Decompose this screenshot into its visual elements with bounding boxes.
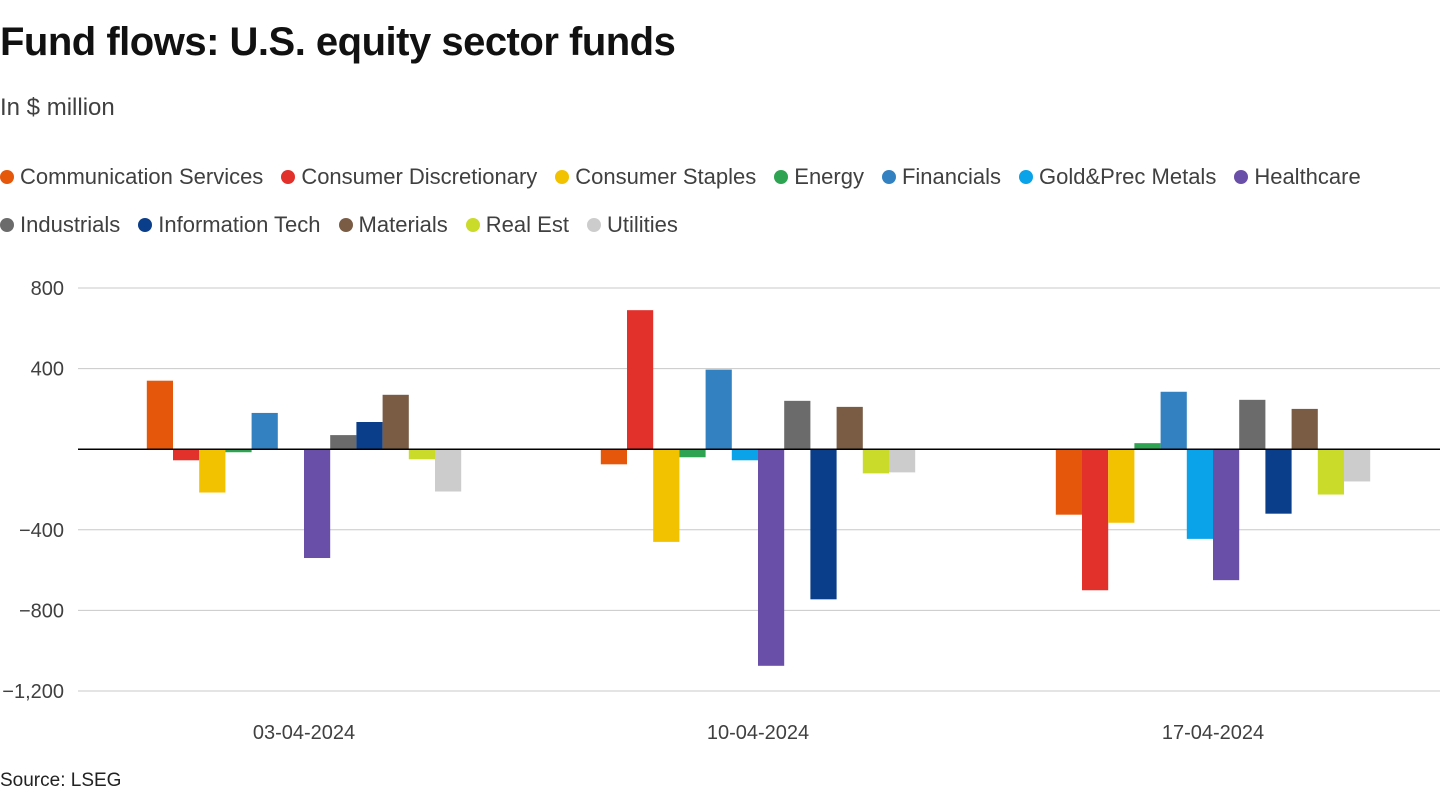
legend-item: Consumer Staples <box>555 163 756 191</box>
bar-real-est <box>1317 449 1344 495</box>
bar-healthcare <box>1213 449 1240 581</box>
legend-label: Healthcare <box>1254 164 1361 189</box>
chart-source: Source: LSEG <box>0 770 122 791</box>
legend-item: Utilities <box>586 211 678 239</box>
legend-item: Gold&Prec Metals <box>1019 163 1216 191</box>
bar-gold-prec-metals <box>1186 449 1213 539</box>
bar-industrials <box>784 400 811 450</box>
legend-swatch <box>338 218 353 232</box>
y-tick-label: 800 <box>31 278 64 300</box>
chart-subtitle: In $ million <box>0 94 115 121</box>
legend-label: Consumer Staples <box>575 164 757 189</box>
legend-label: Utilities <box>606 212 678 237</box>
bar-real-est <box>408 449 435 460</box>
legend-label: Materials <box>358 212 448 237</box>
legend-item: Real Est <box>465 211 569 239</box>
legend-swatch <box>555 170 570 184</box>
bar-gold-prec-metals <box>731 449 758 461</box>
legend-label: Communication Services <box>20 164 264 189</box>
bar-energy <box>225 449 252 453</box>
legend-swatch <box>281 170 296 184</box>
legend-swatch <box>0 218 14 232</box>
bar-information-tech <box>1265 449 1292 514</box>
chart-title: Fund flows: U.S. equity sector funds <box>0 20 676 64</box>
bar-energy <box>1134 443 1161 450</box>
legend-swatch <box>586 218 601 232</box>
y-tick-label: −400 <box>19 520 64 542</box>
bar-utilities <box>889 449 916 473</box>
legend-item: Consumer Discretionary <box>281 163 537 191</box>
legend-label: Financials <box>901 164 1002 189</box>
x-tick-label: 17-04-2024 <box>1162 722 1264 744</box>
legend-label: Industrials <box>20 212 121 237</box>
y-tick-label: −800 <box>19 600 64 622</box>
legend-label: Real Est <box>485 212 569 237</box>
bar-consumer-staples <box>199 449 226 493</box>
legend-swatch <box>0 170 14 184</box>
bar-financials <box>251 412 278 450</box>
legend-swatch <box>1234 170 1249 184</box>
bar-information-tech <box>356 422 383 450</box>
bar-utilities <box>1344 449 1371 482</box>
legend-swatch <box>465 218 480 232</box>
bar-consumer-staples <box>653 449 680 542</box>
bar-energy <box>679 449 706 458</box>
bar-consumer-discretionary <box>1082 449 1109 591</box>
legend-label: Information Tech <box>158 212 321 237</box>
bar-materials <box>382 394 409 450</box>
legend-swatch <box>881 170 896 184</box>
legend-item: Industrials <box>0 211 120 239</box>
bar-communication-services <box>1055 449 1082 515</box>
legend-item: Financials <box>881 163 1002 191</box>
bar-information-tech <box>810 449 837 600</box>
bar-utilities <box>435 449 462 492</box>
legend-item: Healthcare <box>1234 163 1361 191</box>
legend-swatch <box>138 218 153 232</box>
y-tick-label: −1,200 <box>2 681 64 703</box>
legend-item: Materials <box>338 211 448 239</box>
bar-financials <box>1160 391 1187 450</box>
bar-materials <box>1291 408 1318 450</box>
bar-healthcare <box>304 449 331 559</box>
legend-item: Information Tech <box>138 211 321 239</box>
bar-consumer-discretionary <box>173 449 200 461</box>
bar-consumer-staples <box>1108 449 1135 523</box>
legend-item: Energy <box>774 163 864 191</box>
legend-item: Communication Services <box>0 163 263 191</box>
bar-communication-services <box>600 449 627 465</box>
bar-industrials <box>330 435 357 450</box>
x-tick-label: 03-04-2024 <box>253 722 355 744</box>
bar-materials <box>836 406 863 450</box>
x-tick-label: 10-04-2024 <box>707 722 809 744</box>
bar-healthcare <box>758 449 785 666</box>
y-tick-label: 400 <box>31 359 64 381</box>
legend-label: Gold&Prec Metals <box>1039 164 1217 189</box>
legend-swatch <box>1019 170 1034 184</box>
legend-label: Energy <box>794 164 864 189</box>
bar-real-est <box>862 449 889 474</box>
bar-financials <box>705 369 732 450</box>
bar-industrials <box>1239 399 1266 450</box>
legend-label: Consumer Discretionary <box>301 164 538 189</box>
bar-consumer-discretionary <box>627 310 654 450</box>
legend-swatch <box>774 170 789 184</box>
chart-legend: Communication Services Consumer Discretio… <box>0 163 1440 239</box>
bar-communication-services <box>146 380 173 450</box>
